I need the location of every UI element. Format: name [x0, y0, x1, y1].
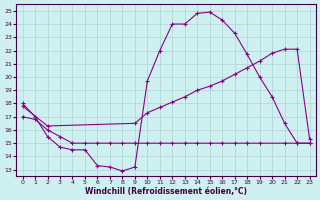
X-axis label: Windchill (Refroidissement éolien,°C): Windchill (Refroidissement éolien,°C): [85, 187, 247, 196]
